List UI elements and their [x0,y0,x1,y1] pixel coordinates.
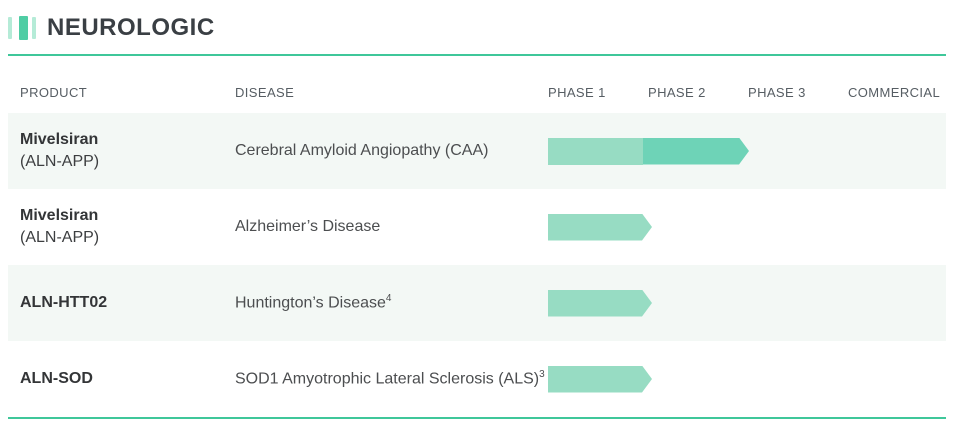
product-cell: Mivelsiran (ALN-APP) [8,129,223,173]
disease-cell: Cerebral Amyloid Angiopathy (CAA) [223,142,536,160]
product-name: ALN-SOD [20,370,93,387]
table-row: ALN-SOD SOD1 Amyotrophic Lateral Scleros… [8,341,946,417]
section-title: NEUROLOGIC [47,14,215,41]
column-header-phase2: PHASE 2 [648,85,706,100]
disease-label: Alzheimer’s Disease [235,218,381,235]
disease-cell: SOD1 Amyotrophic Lateral Sclerosis (ALS)… [223,369,545,388]
phase-progress-bar [548,290,652,317]
product-cell: Mivelsiran (ALN-APP) [8,205,223,249]
disease-label: SOD1 Amyotrophic Lateral Sclerosis (ALS) [235,370,540,388]
icon-bar-right [32,17,36,39]
table-row: Mivelsiran (ALN-APP) Alzheimer’s Disease [8,189,946,265]
product-cell: ALN-HTT02 [8,292,223,314]
phase-progress-bar [548,137,749,165]
phase-progress-cell [536,214,946,241]
table-row: ALN-HTT02 Huntington’s Disease4 [8,265,946,341]
bottom-divider [8,417,946,419]
phase-bar-segment-phase-2 [643,138,749,165]
column-headers: PRODUCT DISEASE PHASE 1 PHASE 2 PHASE 3 … [8,56,946,113]
phase-bar-segment-phase-1 [548,137,643,165]
column-header-product: PRODUCT [20,85,88,100]
disease-label: Cerebral Amyloid Angiopathy (CAA) [235,142,489,159]
top-divider [8,54,946,56]
phase-progress-bar [548,214,652,241]
column-header-phase1: PHASE 1 [548,85,606,100]
phase-bar-segment-phase-1 [548,290,652,317]
table-row: Mivelsiran (ALN-APP) Cerebral Amyloid An… [8,113,946,189]
phase-progress-bar [548,366,652,393]
column-header-disease: DISEASE [235,85,295,100]
disease-footnote-ref: 4 [385,293,392,305]
section-header: NEUROLOGIC [0,0,954,47]
product-name: Mivelsiran [20,207,99,224]
table-body: Mivelsiran (ALN-APP) Cerebral Amyloid An… [0,113,954,417]
icon-bar-left [8,17,12,39]
column-header-phase3: PHASE 3 [748,85,806,100]
disease-cell: Alzheimer’s Disease [223,218,536,236]
pipeline-bars-icon [8,16,36,40]
column-header-commercial: COMMERCIAL [848,85,941,100]
product-name: Mivelsiran [20,131,99,148]
phase-progress-cell [536,137,946,165]
product-subname: (ALN-APP) [20,153,100,170]
product-cell: ALN-SOD [8,368,223,390]
phase-progress-cell [536,290,946,317]
phase-progress-cell [536,366,946,393]
disease-footnote-ref: 3 [539,369,545,381]
disease-cell: Huntington’s Disease4 [223,293,536,312]
product-name: ALN-HTT02 [20,294,108,311]
phase-bar-segment-phase-1 [548,214,652,241]
icon-bar-center [19,16,28,40]
phase-bar-segment-phase-1 [548,366,652,393]
disease-label: Huntington’s Disease [235,294,386,312]
product-subname: (ALN-APP) [20,229,100,246]
